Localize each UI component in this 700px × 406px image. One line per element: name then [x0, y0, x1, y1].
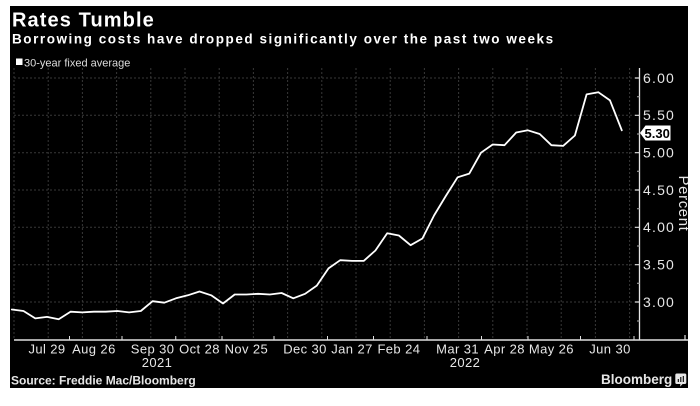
svg-text:Jan 27: Jan 27 — [331, 342, 372, 357]
svg-text:Bloomberg: Bloomberg — [601, 372, 672, 387]
svg-text:Nov 25: Nov 25 — [225, 342, 269, 357]
svg-text:Rates Tumble: Rates Tumble — [12, 9, 155, 31]
svg-text:Oct 28: Oct 28 — [179, 342, 220, 357]
svg-text:Mar 31: Mar 31 — [436, 342, 479, 357]
svg-text:6.00: 6.00 — [643, 70, 675, 86]
svg-text:Jul 29: Jul 29 — [28, 342, 65, 357]
svg-text:Jun 30: Jun 30 — [589, 342, 630, 357]
svg-text:2022: 2022 — [450, 355, 481, 370]
svg-text:Borrowing costs have dropped s: Borrowing costs have dropped significant… — [12, 32, 555, 47]
svg-text:Source: Freddie Mac/Bloomberg: Source: Freddie Mac/Bloomberg — [11, 374, 196, 388]
svg-text:5.00: 5.00 — [643, 145, 675, 161]
svg-text:2021: 2021 — [142, 355, 173, 370]
svg-text:Dec 30: Dec 30 — [283, 342, 327, 357]
svg-text:4.00: 4.00 — [643, 219, 675, 235]
svg-text:Sep 30: Sep 30 — [131, 342, 175, 357]
svg-text:Percent: Percent — [675, 176, 688, 232]
svg-text:Apr 28: Apr 28 — [484, 342, 525, 357]
svg-text:5.50: 5.50 — [643, 107, 675, 123]
svg-text:30-year fixed average: 30-year fixed average — [24, 58, 130, 70]
svg-text:May 26: May 26 — [529, 342, 574, 357]
svg-text:3.00: 3.00 — [643, 294, 675, 310]
svg-text:3.50: 3.50 — [643, 257, 675, 273]
svg-text:Feb 24: Feb 24 — [377, 342, 420, 357]
svg-text:Aug 26: Aug 26 — [72, 342, 116, 357]
svg-text:4.50: 4.50 — [643, 182, 675, 198]
svg-text:5.30: 5.30 — [645, 126, 670, 141]
